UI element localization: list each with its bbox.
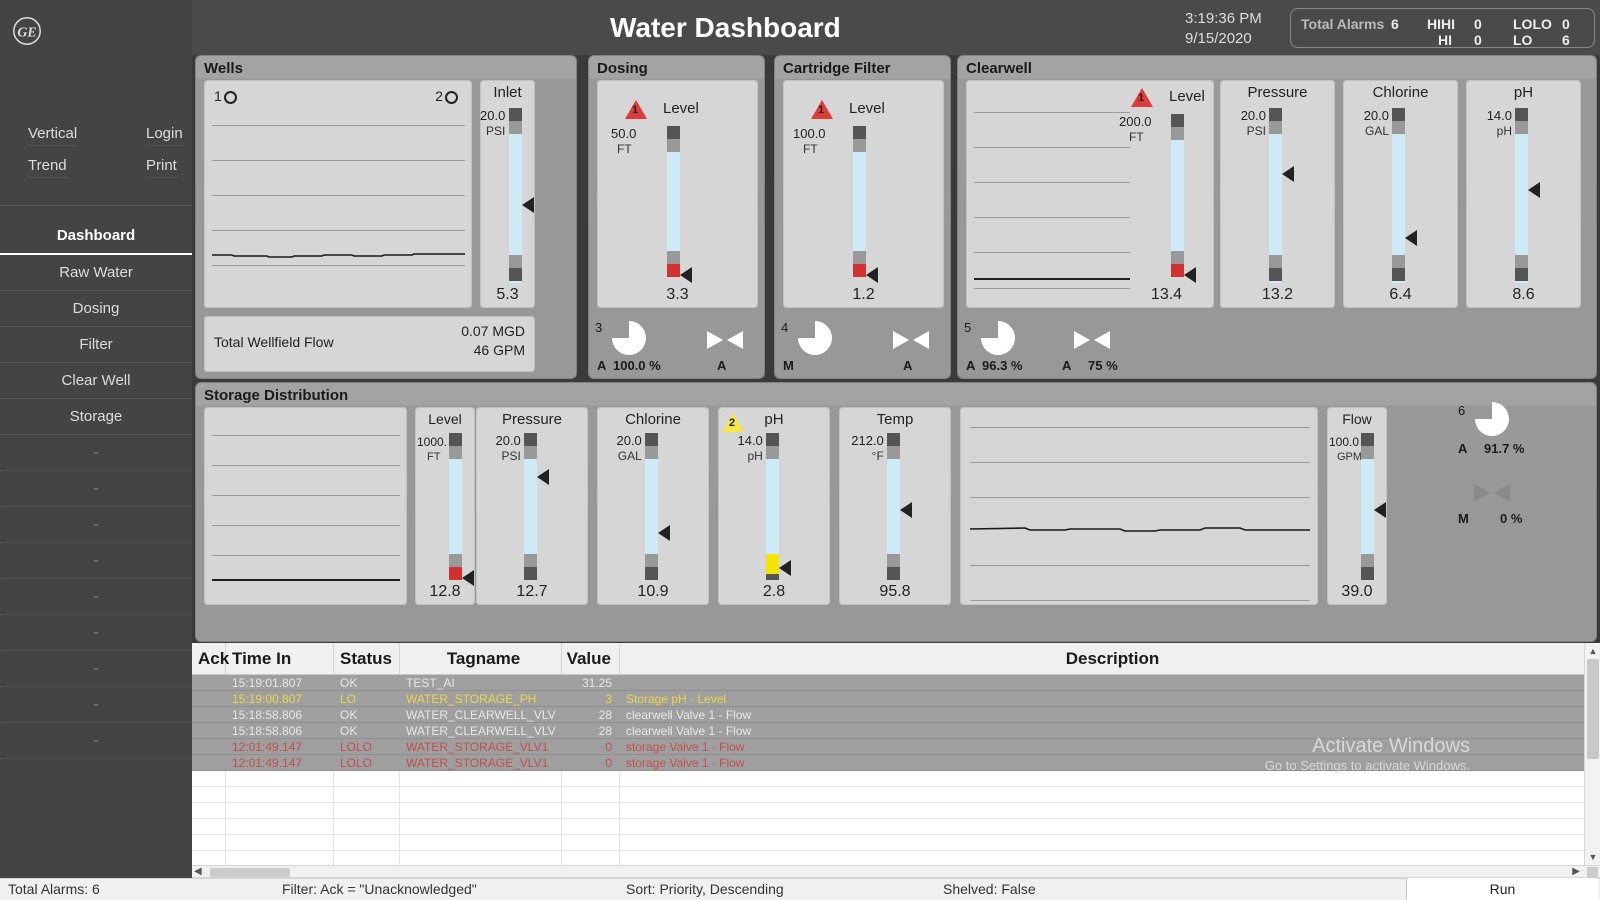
svg-text:GE: GE [17, 24, 36, 39]
